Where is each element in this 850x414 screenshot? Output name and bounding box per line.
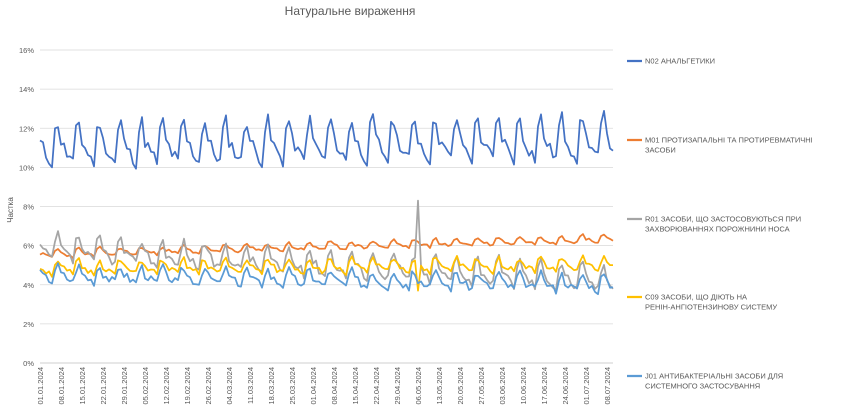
x-tick-label: 04.03.2024 [225, 367, 234, 405]
x-tick-label: 13.05.2024 [435, 367, 444, 405]
x-tick-label: 01.01.2024 [36, 367, 45, 405]
y-tick-label: 14% [19, 85, 34, 94]
x-tick-label: 03.06.2024 [498, 367, 507, 405]
y-tick-label: 8% [23, 203, 34, 212]
y-tick-label: 0% [23, 359, 34, 368]
x-tick-label: 24.06.2024 [561, 367, 570, 405]
x-tick-label: 01.04.2024 [309, 367, 318, 405]
x-tick-label: 22.01.2024 [99, 367, 108, 405]
y-tick-label: 12% [19, 124, 34, 133]
x-tick-label: 29.01.2024 [120, 367, 129, 405]
x-tick-label: 11.03.2024 [246, 367, 255, 404]
x-tick-label: 19.02.2024 [183, 367, 192, 405]
series-lines [39, 110, 614, 296]
y-axis-title: Частка [6, 197, 15, 223]
y-tick-label: 2% [23, 320, 34, 329]
x-tick-label: 18.03.2024 [267, 367, 276, 405]
x-tick-label: 20.05.2024 [456, 367, 465, 405]
series-line [39, 233, 614, 259]
legend-label: N02 АНАЛЬГЕТИКИ [645, 57, 715, 66]
x-tick-label: 12.02.2024 [162, 367, 171, 405]
x-tick-label: 22.04.2024 [372, 367, 381, 405]
legend-label: R01 ЗАСОБИ, ЩО ЗАСТОСОВУЮТЬСЯ ПРИ ЗАХВОРЮ… [645, 215, 801, 234]
legend-label: M01 ПРОТИЗАПАЛЬНІ ТА ПРОТИРЕВМАТИЧНІ ЗАСО… [645, 136, 813, 155]
x-tick-label: 15.01.2024 [78, 367, 87, 405]
x-tick-label: 27.05.2024 [477, 367, 486, 405]
series-line [39, 254, 613, 292]
y-tick-label: 6% [23, 242, 34, 251]
x-tick-label: 08.01.2024 [57, 367, 66, 405]
x-tick-label: 05.02.2024 [141, 367, 150, 405]
x-tick-label: 15.04.2024 [351, 367, 360, 405]
legend-label: J01 АНТИБАКТЕРІАЛЬНІ ЗАСОБИ ДЛЯ СИСТЕМНОГ… [645, 372, 783, 391]
x-tick-label: 01.07.2024 [582, 367, 591, 405]
chart-title: Натуральне вираження [285, 4, 416, 18]
y-tick-label: 4% [23, 281, 34, 290]
x-tick-label: 08.04.2024 [330, 367, 339, 405]
x-tick-label: 26.02.2024 [204, 367, 213, 405]
x-tick-label: 08.07.2024 [603, 367, 612, 405]
series-line [39, 110, 614, 170]
x-tick-label: 06.05.2024 [414, 367, 423, 405]
y-tick-labels: 0% 2% 4% 6% 8% 10% 12% 14% 16% [19, 46, 34, 368]
x-tick-labels: 01.01.2024 08.01.2024 15.01.2024 22.01.2024… [36, 367, 612, 405]
x-tick-label: 17.06.2024 [540, 367, 549, 405]
x-tick-label: 25.03.2024 [288, 367, 297, 405]
y-tick-label: 16% [19, 46, 34, 55]
x-tick-label: 10.06.2024 [519, 367, 528, 405]
x-tick-label: 29.04.2024 [393, 367, 402, 405]
gridlines [40, 49, 613, 364]
legend: N02 АНАЛЬГЕТИКИ M01 ПРОТИЗАПАЛЬНІ ТА ПРОТ… [627, 57, 813, 391]
legend-label: C09 ЗАСОБИ, ЩО ДІЮТЬ НА РЕНІН-АНГІОТЕНЗИН… [645, 293, 777, 312]
y-tick-label: 10% [19, 163, 34, 172]
series-line [39, 262, 614, 296]
